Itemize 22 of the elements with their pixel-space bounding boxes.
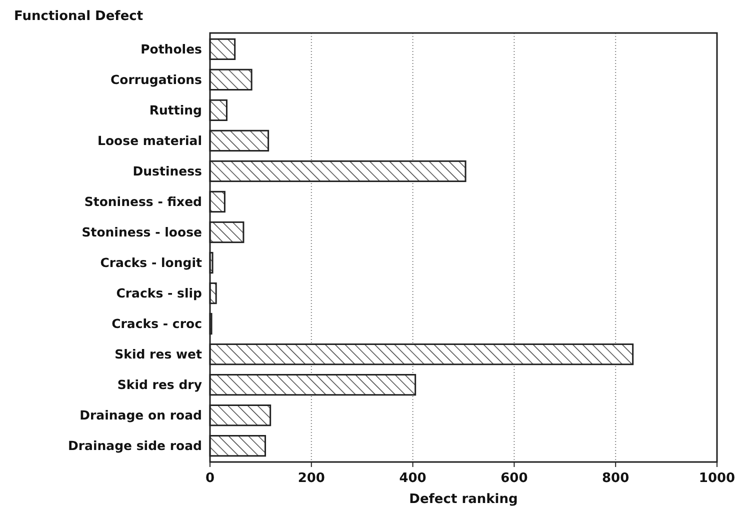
y-tick-label: Skid res dry bbox=[117, 377, 202, 392]
y-tick-label: Loose material bbox=[98, 133, 202, 148]
x-tick-label: 200 bbox=[298, 471, 325, 486]
x-tick-label: 600 bbox=[500, 471, 528, 486]
y-tick-label: Cracks - longit bbox=[100, 255, 202, 270]
y-tick-label: Dustiness bbox=[132, 164, 202, 179]
y-tick-label: Potholes bbox=[140, 42, 202, 57]
x-tick-label: 400 bbox=[399, 471, 426, 486]
y-tick-label: Drainage on road bbox=[80, 408, 202, 423]
y-tick-label: Stoniness - fixed bbox=[84, 194, 202, 210]
y-tick-label: Drainage side road bbox=[68, 438, 202, 454]
x-tick-label: 1000 bbox=[698, 471, 736, 486]
x-tick-label: 800 bbox=[602, 471, 630, 486]
x-tick-label: 0 bbox=[205, 471, 215, 486]
y-tick-label: Cracks - croc bbox=[112, 316, 202, 332]
x-axis-title: Defect ranking bbox=[409, 492, 518, 507]
y-tick-label: Skid res wet bbox=[114, 346, 202, 362]
y-tick-label: Rutting bbox=[149, 102, 202, 118]
y-tick-label: Cracks - slip bbox=[116, 286, 202, 301]
y-tick-label: Stoniness - loose bbox=[82, 224, 202, 240]
text: Functional Defect bbox=[14, 9, 144, 24]
y-tick-label: Corrugations bbox=[110, 72, 202, 88]
